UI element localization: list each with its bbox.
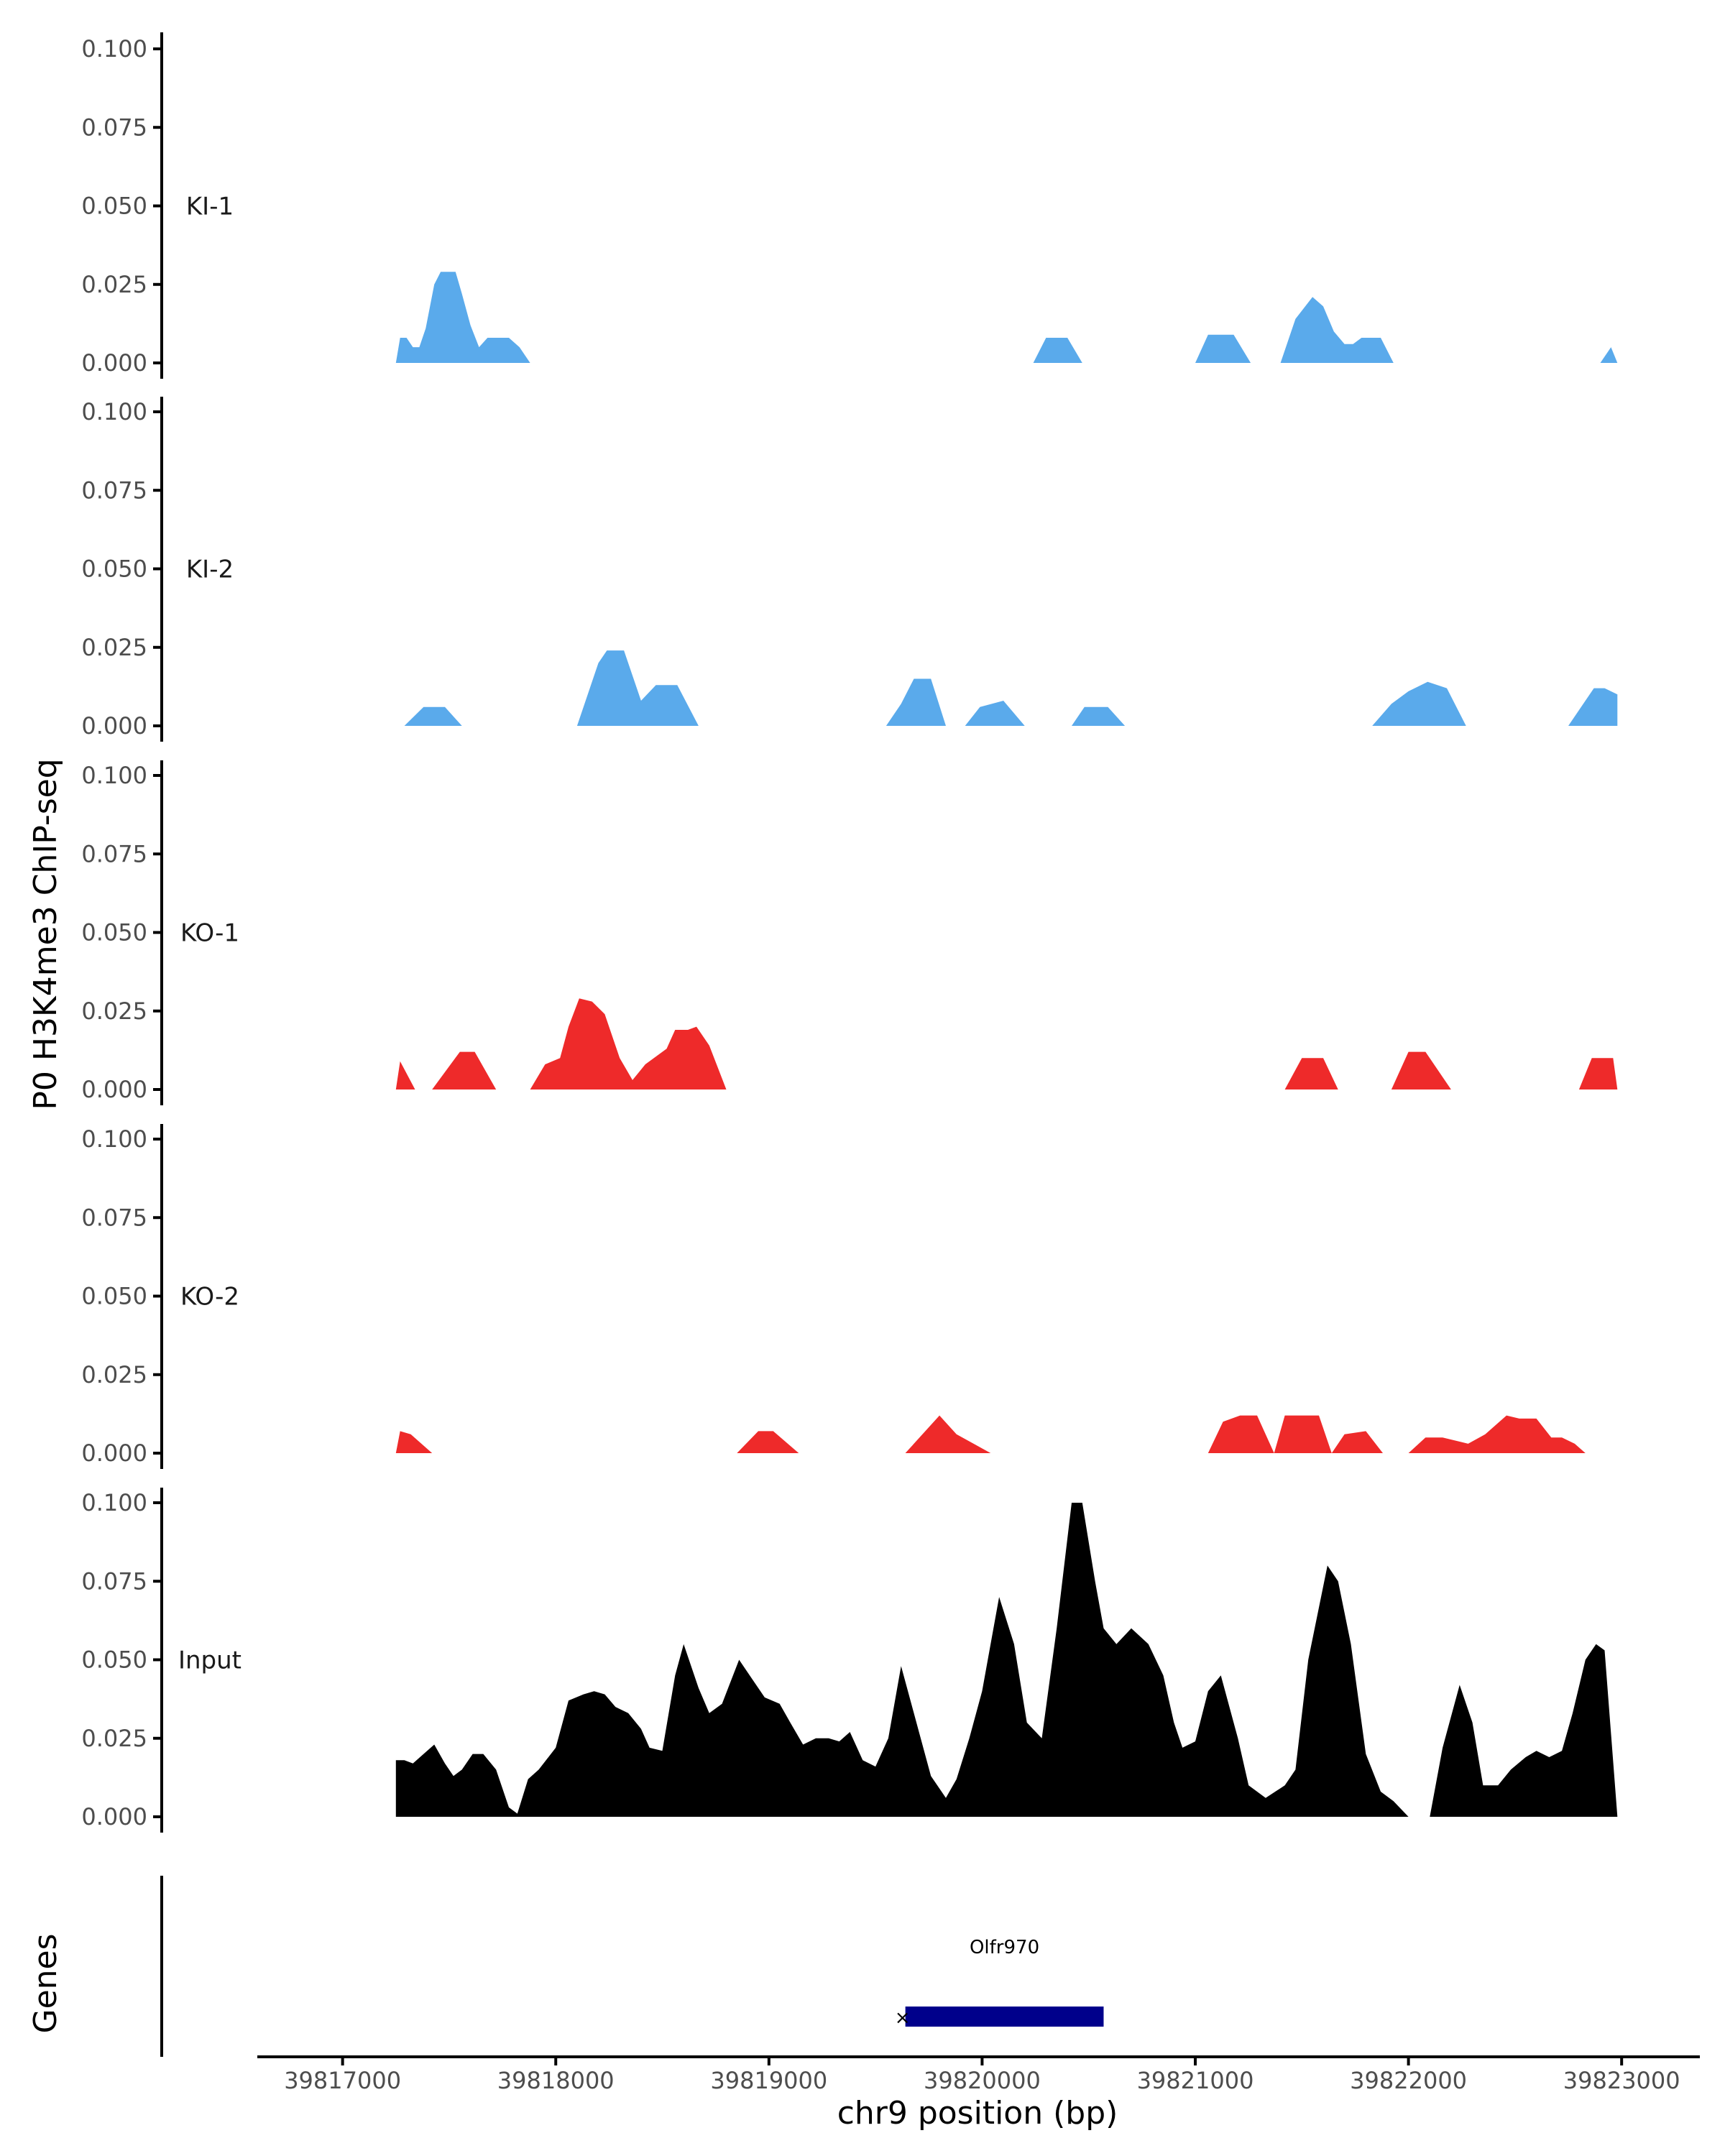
y-tick-label: 0.000 [81, 1076, 147, 1103]
y-axis-title: P0 H3K4me3 ChIP-seq [27, 758, 64, 1110]
x-tick-label: 39823000 [1563, 2067, 1680, 2094]
y-tick-label: 0.075 [81, 1204, 147, 1231]
track-ki-2: 0.000 0.025 0.050 0.075 0.100 KI-2 [81, 397, 1618, 742]
y-tick-label: 0.025 [81, 271, 147, 298]
y-tick-label: 0.075 [81, 1567, 147, 1595]
y-tick-label: 0.100 [81, 35, 147, 63]
y-tick-label: 0.025 [81, 1725, 147, 1752]
y-tick-label: 0.100 [81, 1489, 147, 1516]
track-label-input: Input [178, 1646, 242, 1675]
x-axis: 39817000 39818000 39819000 39820000 39821000… [257, 2055, 1700, 2094]
genes-track: Genes × Olfr970 [27, 1876, 1104, 2057]
signal-area-ko-2 [395, 1415, 1586, 1453]
signal-area-input [395, 1503, 1618, 1817]
y-tick-label: 0.025 [81, 998, 147, 1025]
track-ki-1: 0.000 0.025 0.050 0.075 0.100 KI-1 [81, 32, 1618, 379]
x-tick-label: 39818000 [497, 2067, 615, 2094]
x-tick-label: 39820000 [924, 2067, 1041, 2094]
y-tick-label: 0.025 [81, 1361, 147, 1388]
y-tick-label: 0.000 [81, 349, 147, 377]
y-tick-label: 0.000 [81, 712, 147, 740]
signal-area-ki-1 [395, 272, 1618, 363]
y-tick-label: 0.100 [81, 398, 147, 425]
track-label-ki-2: KI-2 [186, 556, 234, 584]
tracks-layer: 0.0000.0250.0500.0750.100KI-10.0000.0250… [81, 32, 1618, 1833]
x-tick-label: 39817000 [284, 2067, 401, 2094]
x-tick-label: 39822000 [1350, 2067, 1467, 2094]
y-tick-label: 0.050 [81, 556, 147, 583]
y-tick-label: 0.075 [81, 476, 147, 504]
track-input: 0.000 0.025 0.050 0.075 0.100 Input [81, 1488, 1618, 1833]
y-tick-label: 0.050 [81, 193, 147, 220]
y-tick-label: 0.075 [81, 840, 147, 867]
y-tick-label: 0.050 [81, 1283, 147, 1310]
track-ko-2: 0.000 0.025 0.050 0.075 0.100 KO-2 [81, 1124, 1586, 1469]
y-tick-label: 0.050 [81, 1646, 147, 1674]
y-tick-label: 0.075 [81, 114, 147, 141]
gene-strand-marker: × [895, 2007, 911, 2029]
genes-track-label: Genes [27, 1933, 64, 2033]
y-tick-label: 0.025 [81, 634, 147, 661]
track-label-ko-1: KO-1 [180, 919, 239, 948]
gene-body [905, 2007, 1104, 2027]
y-tick-label: 0.000 [81, 1803, 147, 1830]
x-tick-label: 39819000 [710, 2067, 827, 2094]
y-tick-label: 0.000 [81, 1439, 147, 1467]
x-tick-label: 39821000 [1137, 2067, 1254, 2094]
y-tick-label: 0.100 [81, 1125, 147, 1153]
x-axis-title: chr9 position (bp) [837, 2095, 1118, 2132]
gene-label: Olfr970 [970, 1937, 1039, 1958]
signal-area-ko-1 [395, 998, 1618, 1089]
track-label-ko-2: KO-2 [180, 1283, 239, 1312]
y-tick-label: 0.050 [81, 919, 147, 946]
track-ko-1: 0.000 0.025 0.050 0.075 0.100 KO-1 [81, 760, 1618, 1105]
track-label-ki-1: KI-1 [186, 193, 234, 221]
y-tick-label: 0.100 [81, 762, 147, 789]
signal-area-ki-2 [404, 650, 1618, 726]
